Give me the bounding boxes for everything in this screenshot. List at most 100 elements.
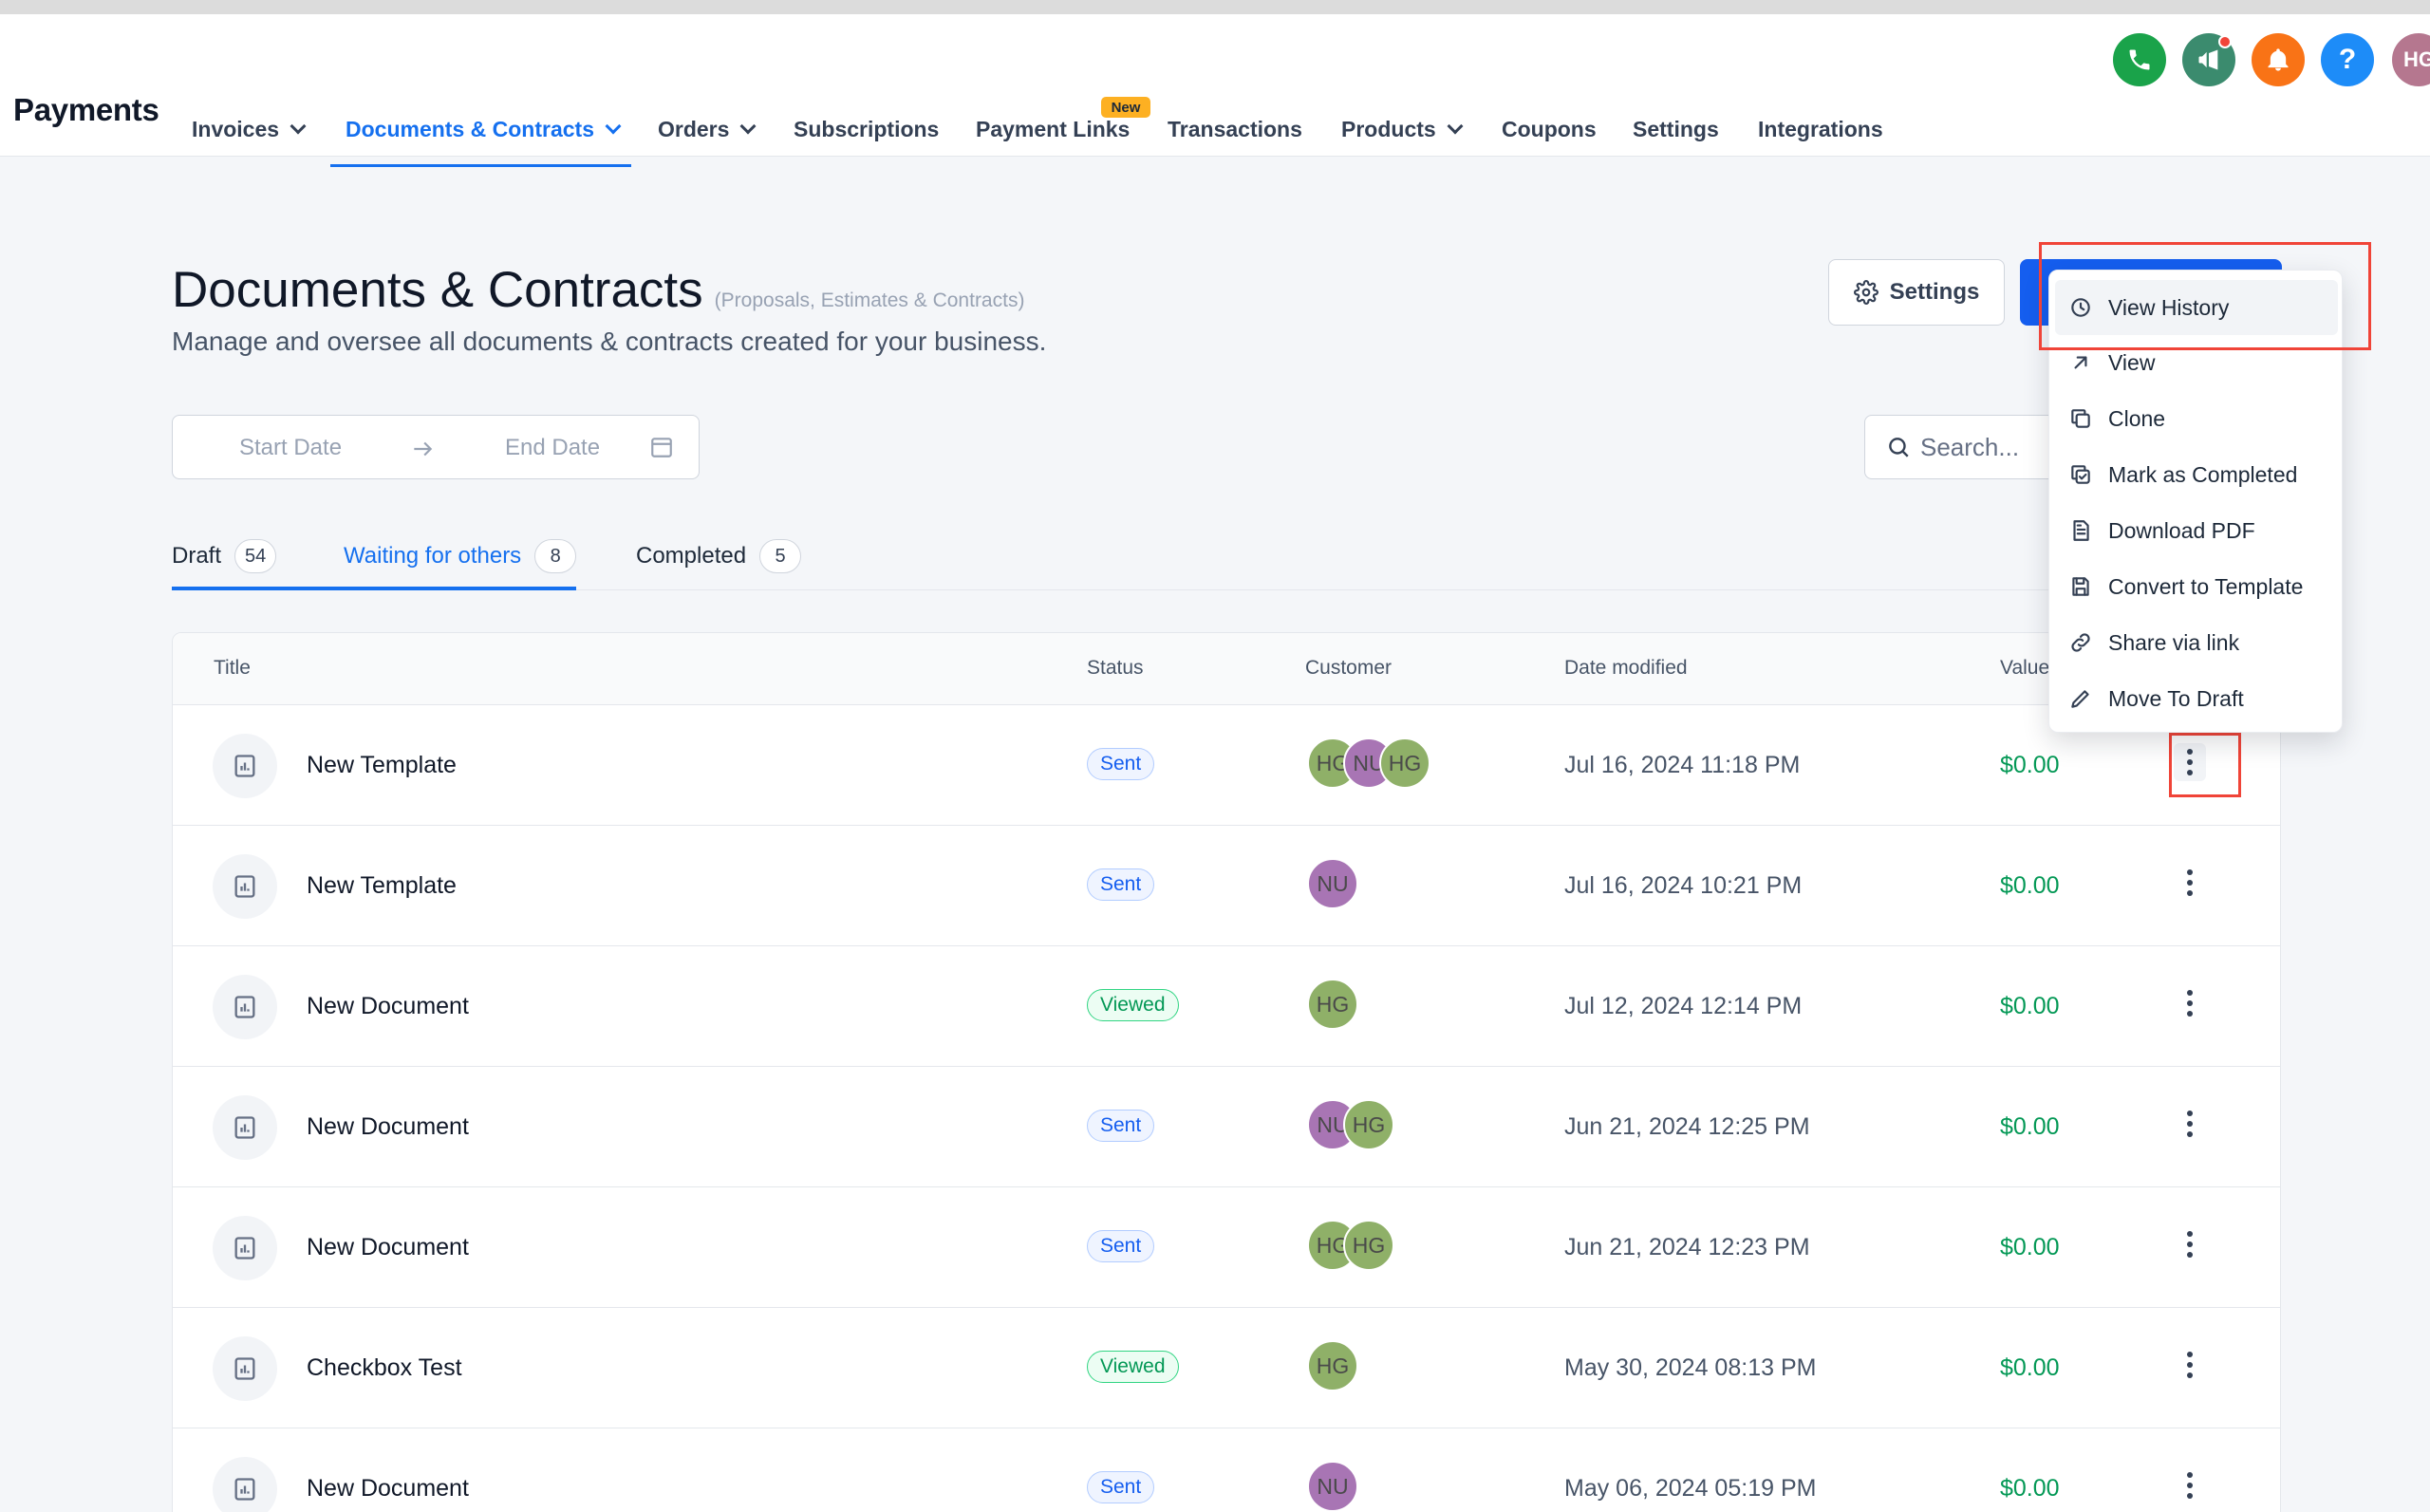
documents-table: Title Status Customer Date modified Valu… (172, 632, 2281, 1512)
nav-label: Invoices (192, 117, 280, 141)
table-row[interactable]: New Template Sent HG NU HG Jul 16, 2024 11:18… (173, 705, 2280, 826)
column-header-value[interactable]: Value (2000, 657, 2050, 679)
table-row[interactable]: New Template Sent NU Jul 16, 2024 10:21 PM $… (173, 826, 2280, 946)
megaphone-icon[interactable] (2182, 33, 2235, 86)
nav-subscriptions[interactable]: Subscriptions (794, 117, 939, 142)
customer-avatar[interactable]: NU (1307, 858, 1358, 909)
tab-label: Completed (636, 543, 747, 569)
more-options-icon[interactable] (2174, 984, 2206, 1022)
tab-waiting-for-others[interactable]: Waiting for others 8 (344, 539, 577, 573)
menu-item-download-pdf[interactable]: Download PDF (2055, 503, 2338, 558)
more-options-icon[interactable] (2174, 1105, 2206, 1143)
menu-item-convert-to-template[interactable]: Convert to Template (2055, 559, 2338, 614)
customer-avatar[interactable]: HG (1307, 979, 1358, 1030)
tab-count: 54 (234, 539, 277, 573)
arrow-right-icon (414, 441, 433, 457)
customer-avatar[interactable]: HG (1379, 737, 1430, 789)
page-title-text: Documents & Contracts (172, 262, 703, 318)
customer-avatar[interactable]: HG (1343, 1099, 1394, 1150)
table-header: Title Status Customer Date modified Valu… (173, 633, 2280, 705)
date-range-picker[interactable]: Start Date End Date (172, 415, 700, 479)
customer-avatar[interactable]: HG (1343, 1220, 1394, 1271)
document-value: $0.00 (2000, 1234, 2060, 1260)
menu-item-label: Mark as Completed (2108, 461, 2298, 487)
tab-count: 8 (534, 539, 577, 573)
chevron-down-icon (290, 118, 307, 134)
active-nav-underline (330, 164, 631, 167)
document-title[interactable]: New Document (307, 993, 469, 1019)
end-date-input[interactable]: End Date (505, 435, 601, 460)
tab-count: 5 (759, 539, 802, 573)
document-title[interactable]: New Template (307, 752, 457, 778)
nav-label: Integrations (1758, 117, 1883, 141)
notification-dot (2218, 35, 2232, 48)
table-row[interactable]: New Document Sent NU HG Jun 21, 2024 12:25 P… (173, 1067, 2280, 1187)
page-title: Documents & Contracts (Proposals, Estima… (172, 261, 1024, 319)
date-modified: Jun 21, 2024 12:25 PM (1564, 1113, 1810, 1140)
menu-item-share-via-link[interactable]: Share via link (2055, 615, 2338, 670)
menu-item-mark-as-completed[interactable]: Mark as Completed (2055, 447, 2338, 502)
document-title[interactable]: Checkbox Test (307, 1354, 462, 1381)
chevron-down-icon (739, 118, 757, 134)
column-header-title[interactable]: Title (214, 657, 251, 679)
menu-item-label: Download PDF (2108, 517, 2255, 543)
customer-avatar[interactable]: HG (1307, 1340, 1358, 1391)
menu-item-clone[interactable]: Clone (2055, 391, 2338, 446)
nav-orders[interactable]: Orders (658, 117, 757, 142)
date-modified: Jun 21, 2024 12:23 PM (1564, 1234, 1810, 1260)
status-badge: Sent (1087, 868, 1155, 901)
document-chart-icon (213, 975, 277, 1039)
menu-item-move-to-draft[interactable]: Move To Draft (2055, 671, 2338, 726)
document-title[interactable]: New Document (307, 1234, 469, 1260)
nav-documents-contracts[interactable]: Documents & Contracts (346, 117, 622, 142)
nav-integrations[interactable]: Integrations (1758, 117, 1883, 142)
search-icon (1889, 438, 1909, 457)
user-avatar[interactable]: HG (2392, 33, 2430, 86)
document-chart-icon (213, 1216, 277, 1280)
help-icon[interactable]: ? (2321, 33, 2374, 86)
view-history-highlight-box (2039, 242, 2371, 350)
more-options-icon[interactable] (2174, 1466, 2206, 1504)
nav-transactions[interactable]: Transactions (1168, 117, 1302, 142)
tab-completed[interactable]: Completed 5 (636, 539, 802, 573)
menu-item-label: View History (2108, 294, 2230, 320)
nav-invoices[interactable]: Invoices (192, 117, 307, 142)
nav-settings[interactable]: Settings (1633, 117, 1719, 142)
date-modified: May 06, 2024 05:19 PM (1564, 1475, 1817, 1502)
menu-item-view[interactable]: View (2055, 335, 2338, 390)
more-options-icon[interactable] (2174, 1225, 2206, 1263)
table-row[interactable]: Checkbox Test Viewed HG May 30, 2024 08:13 … (173, 1308, 2280, 1428)
document-chart-icon (213, 1457, 277, 1512)
nav-label: Transactions (1168, 117, 1302, 141)
nav-coupons[interactable]: Coupons (1502, 117, 1597, 142)
menu-item-label: View (2108, 349, 2156, 375)
settings-button[interactable]: Settings (1828, 259, 2005, 326)
nav-label: Documents & Contracts (346, 117, 594, 141)
more-options-icon[interactable] (2174, 864, 2206, 902)
more-options-icon[interactable] (2174, 743, 2206, 781)
date-modified: May 30, 2024 08:13 PM (1564, 1354, 1817, 1381)
column-header-status[interactable]: Status (1087, 657, 1144, 679)
nav-label: Subscriptions (794, 117, 940, 141)
phone-icon[interactable] (2113, 33, 2166, 86)
tab-draft[interactable]: Draft 54 (172, 539, 277, 573)
column-header-customer[interactable]: Customer (1305, 657, 1393, 679)
customer-avatar[interactable]: NU (1307, 1461, 1358, 1512)
new-badge: New (1101, 97, 1150, 118)
menu-item-label: Clone (2108, 405, 2166, 431)
start-date-input[interactable]: Start Date (239, 435, 343, 460)
document-value: $0.00 (2000, 1475, 2060, 1502)
document-title[interactable]: New Template (307, 872, 457, 899)
table-row[interactable]: New Document Viewed HG Jul 12, 2024 12:14 P… (173, 946, 2280, 1067)
column-header-date-modified[interactable]: Date modified (1564, 657, 1688, 679)
more-options-icon[interactable] (2174, 1346, 2206, 1384)
table-row[interactable]: New Document Sent NU May 06, 2024 05:19 PM $… (173, 1428, 2280, 1512)
nav-products[interactable]: Products (1341, 117, 1464, 142)
bell-icon[interactable] (2252, 33, 2305, 86)
table-row[interactable]: New Document Sent HG HG Jun 21, 2024 12:23 P… (173, 1187, 2280, 1308)
document-title[interactable]: New Document (307, 1475, 469, 1502)
document-title[interactable]: New Document (307, 1113, 469, 1140)
nav-payment-links[interactable]: Payment Links (976, 117, 1130, 142)
menu-item-view-history[interactable]: View History (2055, 280, 2338, 335)
check-copy-icon (2071, 465, 2090, 484)
